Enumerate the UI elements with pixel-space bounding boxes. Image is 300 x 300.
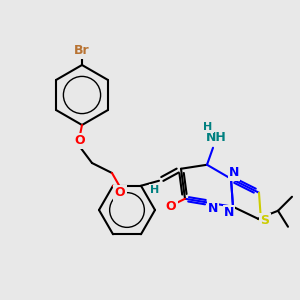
Text: O: O [166, 200, 176, 213]
Text: N: N [224, 206, 234, 219]
Text: Br: Br [74, 44, 90, 58]
Text: NH: NH [206, 131, 226, 144]
Text: S: S [260, 214, 269, 227]
Text: N: N [208, 202, 218, 215]
Text: O: O [75, 134, 85, 148]
Text: H: H [150, 185, 160, 195]
Text: H: H [203, 122, 213, 132]
Text: O: O [115, 187, 125, 200]
Text: N: N [229, 166, 239, 179]
